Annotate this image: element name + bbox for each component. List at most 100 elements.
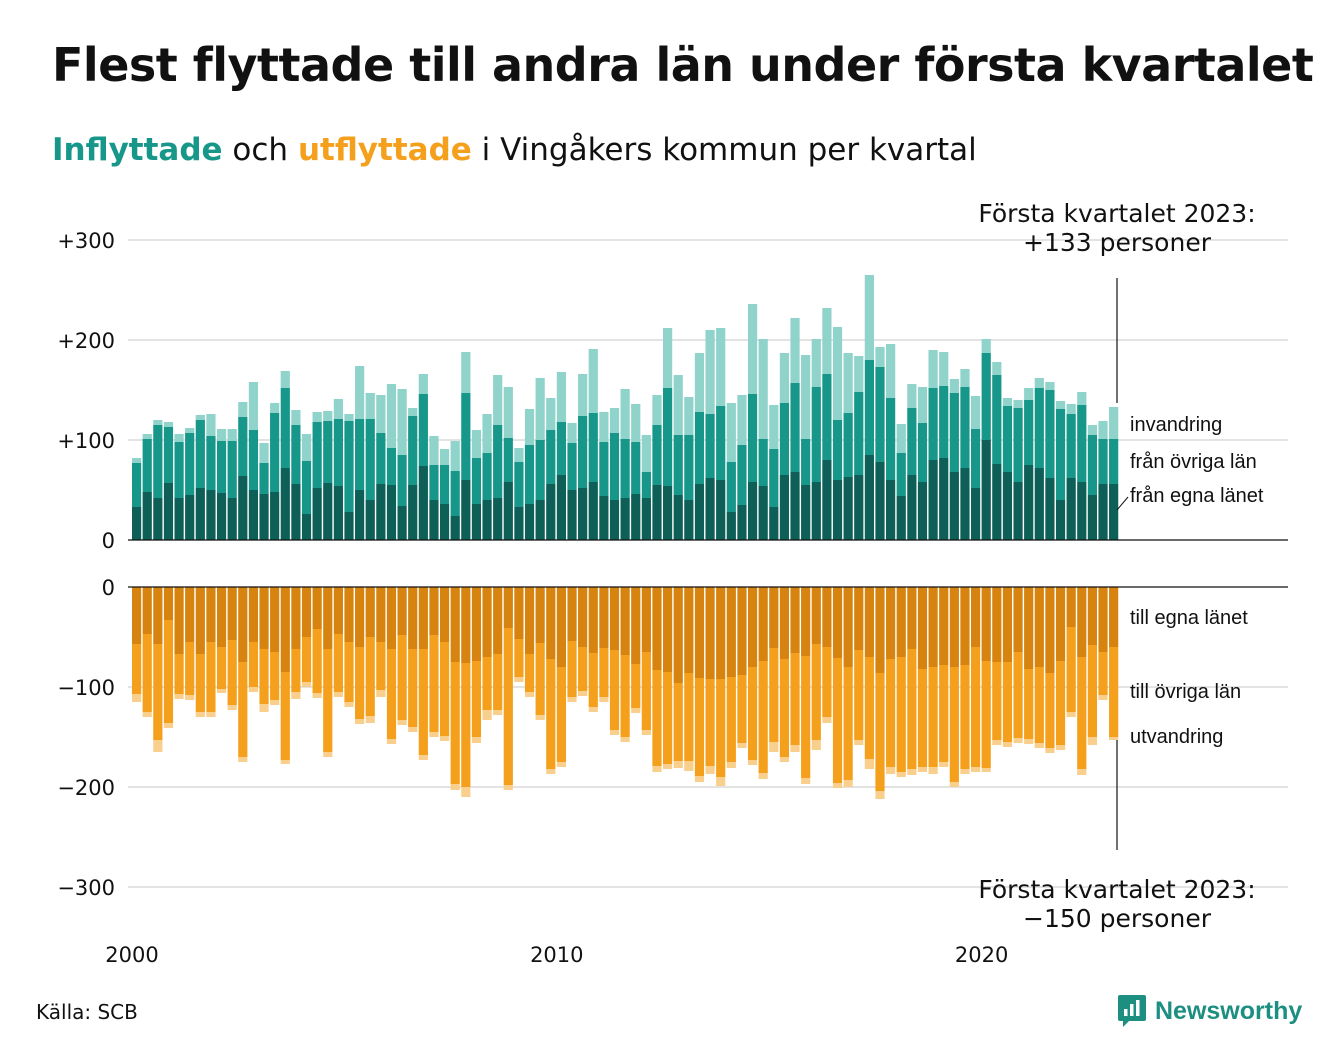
bar-out-1-39 — [546, 659, 556, 769]
bar-out-2-18 — [323, 752, 333, 757]
bar-out-2-2 — [153, 740, 163, 752]
bar-in-0-69 — [864, 455, 874, 540]
bar-in-0-74 — [917, 482, 928, 540]
bar-in-1-11 — [248, 430, 259, 490]
bar-in-2-32 — [471, 430, 482, 458]
bar-out-0-56 — [726, 587, 736, 677]
bar-out-2-61 — [779, 757, 790, 762]
bar-in-2-38 — [535, 378, 545, 440]
bar-out-1-64 — [811, 644, 821, 740]
bar-in-1-37 — [524, 445, 535, 504]
bar-out-2-33 — [482, 710, 492, 720]
bar-out-0-3 — [163, 587, 174, 620]
bar-in-2-52 — [684, 397, 694, 435]
label-pointer-egna — [1116, 496, 1129, 511]
bar-out-2-15 — [291, 692, 301, 699]
bar-out-1-59 — [758, 661, 768, 773]
bar-in-2-3 — [163, 422, 174, 427]
bar-out-1-9 — [227, 640, 237, 705]
bar-in-2-71 — [886, 344, 896, 398]
bar-out-1-19 — [333, 634, 343, 692]
bar-out-0-82 — [1002, 587, 1013, 662]
bar-in-2-67 — [843, 353, 853, 413]
bar-in-2-16 — [301, 434, 312, 461]
bar-out-2-24 — [386, 739, 397, 744]
bar-out-2-87 — [1055, 745, 1066, 750]
bar-in-1-49 — [652, 425, 662, 485]
bar-out-0-86 — [1045, 587, 1055, 673]
bar-out-2-89 — [1077, 769, 1087, 775]
bar-out-2-59 — [758, 773, 768, 779]
bar-out-2-92 — [1109, 737, 1119, 740]
bar-out-0-52 — [684, 587, 694, 673]
bar-out-1-28 — [429, 635, 439, 732]
bar-out-0-62 — [790, 587, 800, 653]
bar-in-0-42 — [578, 488, 588, 540]
bar-in-0-73 — [907, 475, 917, 540]
bar-in-0-25 — [397, 506, 407, 540]
bar-out-2-17 — [312, 693, 322, 698]
bar-out-1-38 — [535, 643, 545, 715]
series-label-fran-ovriga-lan: från övriga län — [1130, 451, 1257, 473]
bar-out-0-35 — [503, 587, 513, 628]
bar-in-0-72 — [896, 496, 906, 540]
bar-in-2-88 — [1066, 404, 1076, 414]
bar-in-0-36 — [514, 507, 524, 540]
bar-out-1-41 — [567, 641, 577, 697]
bar-out-1-17 — [312, 629, 322, 693]
bar-out-0-27 — [418, 587, 428, 649]
bar-in-2-29 — [439, 449, 450, 465]
bar-out-2-42 — [578, 691, 588, 696]
bar-in-1-17 — [312, 422, 322, 488]
bar-out-2-38 — [535, 715, 545, 720]
bar-in-2-34 — [493, 375, 503, 425]
bar-in-2-10 — [238, 402, 248, 417]
bar-out-0-34 — [493, 587, 503, 654]
bar-out-2-68 — [854, 740, 864, 745]
bar-in-2-35 — [503, 387, 513, 438]
bar-out-2-69 — [864, 759, 874, 769]
bar-in-1-28 — [429, 465, 439, 500]
bar-in-1-10 — [238, 417, 248, 476]
bar-out-2-39 — [546, 769, 556, 774]
y-tick-bottom-2: −200 — [57, 776, 115, 800]
bar-out-1-16 — [301, 637, 312, 682]
bar-out-0-79 — [970, 587, 981, 647]
bar-in-1-83 — [1013, 408, 1023, 482]
bar-in-0-61 — [779, 475, 790, 540]
bar-in-1-24 — [386, 448, 397, 485]
bar-in-1-22 — [365, 419, 375, 500]
bar-out-1-83 — [1013, 652, 1023, 738]
bar-in-2-91 — [1098, 421, 1108, 439]
bar-out-1-40 — [556, 667, 566, 762]
bar-out-2-80 — [981, 768, 991, 772]
bar-out-2-62 — [790, 745, 800, 752]
subtitle-utflyttade: utflyttade — [297, 132, 472, 168]
bar-out-0-68 — [854, 587, 864, 650]
bar-out-2-3 — [163, 723, 174, 728]
bar-out-2-74 — [917, 767, 928, 772]
bar-in-0-34 — [493, 498, 503, 540]
bar-out-2-48 — [641, 730, 651, 735]
bar-in-2-85 — [1034, 378, 1044, 388]
bar-out-1-80 — [981, 661, 991, 768]
bar-in-0-79 — [970, 488, 981, 540]
bar-in-2-80 — [981, 339, 991, 353]
bar-out-2-82 — [1002, 742, 1013, 747]
bar-in-2-77 — [949, 379, 959, 393]
bar-out-0-41 — [567, 587, 577, 641]
bar-out-1-27 — [418, 649, 428, 755]
bar-in-2-82 — [1002, 398, 1013, 406]
bar-out-1-36 — [514, 639, 524, 677]
bar-in-0-45 — [609, 500, 620, 540]
bar-out-2-30 — [450, 784, 460, 790]
bar-in-2-61 — [779, 353, 790, 403]
bar-out-0-1 — [142, 587, 152, 634]
bar-in-2-37 — [524, 409, 535, 445]
bar-out-1-8 — [216, 647, 227, 689]
bar-out-1-30 — [450, 662, 460, 784]
bar-out-2-63 — [801, 778, 811, 784]
bar-in-1-2 — [153, 425, 163, 498]
bar-in-2-4 — [174, 434, 184, 442]
series-label-utvandring: utvandring — [1130, 726, 1223, 748]
